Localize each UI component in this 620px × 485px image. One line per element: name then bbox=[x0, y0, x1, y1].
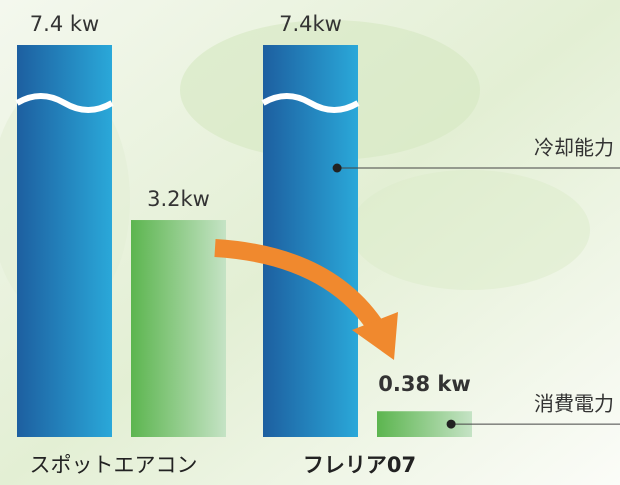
x-tick-label: スポットエアコン bbox=[30, 453, 198, 477]
leader-dot bbox=[333, 164, 342, 173]
legend-label: 冷却能力 bbox=[534, 136, 614, 160]
bar bbox=[131, 220, 226, 437]
chart: 7.4 kw 3.2kw スポットエアコン 7.4kw 冷却能力 0.38 kw 消費電力フ… bbox=[0, 0, 620, 485]
value-label: 7.4 kw bbox=[30, 12, 99, 36]
value-label: 0.38 kw bbox=[378, 372, 471, 396]
legend-label: 消費電力 bbox=[534, 392, 614, 416]
leader-dot bbox=[447, 420, 456, 429]
value-label: 7.4kw bbox=[279, 12, 342, 36]
x-tick-label: フレリア07 bbox=[303, 453, 416, 477]
value-label: 3.2kw bbox=[147, 187, 210, 211]
leaf-decor bbox=[350, 170, 590, 290]
